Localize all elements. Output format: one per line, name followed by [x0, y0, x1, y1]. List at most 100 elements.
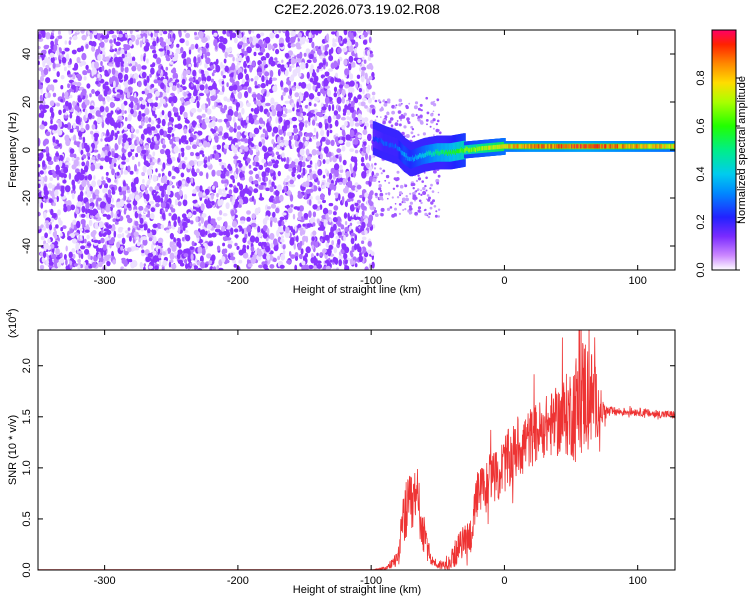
noise-dot	[232, 116, 236, 123]
noise-dot	[142, 238, 148, 246]
noise-dot	[173, 220, 177, 227]
noise-dot	[348, 44, 354, 53]
noise-dot	[198, 142, 203, 147]
noise-dot	[320, 238, 323, 243]
noise-dot	[127, 247, 132, 253]
noise-dot	[262, 87, 265, 94]
noise-dot	[305, 48, 311, 55]
noise-dot	[150, 64, 155, 68]
noise-dot	[55, 185, 61, 190]
noise-dot	[249, 132, 253, 139]
noise-dot	[234, 214, 238, 219]
noise-dot	[109, 101, 115, 109]
noise-dot	[262, 263, 268, 270]
sparse-dot	[379, 108, 383, 112]
noise-dot	[94, 221, 99, 230]
noise-dot	[158, 254, 162, 259]
noise-dot	[49, 177, 53, 181]
noise-dot	[153, 102, 159, 108]
noise-dot	[65, 265, 70, 270]
noise-dot	[344, 200, 348, 208]
noise-dot	[248, 164, 252, 169]
noise-dot	[63, 124, 69, 128]
noise-dot	[199, 49, 203, 57]
noise-dot	[228, 136, 233, 141]
noise-dot	[206, 161, 211, 166]
noise-dot	[223, 132, 229, 139]
noise-dot	[271, 108, 277, 117]
noise-dot	[104, 149, 108, 156]
noise-dot	[231, 220, 238, 228]
noise-dot	[145, 189, 149, 195]
noise-dot	[276, 63, 282, 68]
sparse-dot	[426, 123, 428, 126]
noise-dot	[96, 49, 100, 55]
noise-dot	[49, 52, 55, 58]
noise-dot	[181, 237, 185, 242]
noise-dot	[221, 256, 226, 263]
noise-dot	[45, 259, 50, 266]
noise-dot	[200, 216, 204, 224]
noise-dot	[287, 95, 293, 99]
noise-dot	[350, 232, 356, 237]
sparse-dot	[386, 112, 390, 116]
noise-dot	[253, 188, 259, 194]
sparse-dot	[389, 117, 394, 121]
noise-dot	[133, 78, 136, 84]
noise-dot	[322, 174, 326, 179]
noise-dot	[121, 161, 126, 165]
noise-dot	[85, 186, 89, 192]
noise-dot	[261, 102, 267, 108]
noise-dot	[236, 62, 241, 66]
noise-dot	[269, 56, 274, 63]
noise-dot	[333, 86, 338, 93]
noise-dot	[127, 227, 131, 231]
noise-dot	[218, 91, 224, 95]
noise-dot	[292, 213, 296, 220]
noise-dot	[94, 144, 98, 149]
noise-dot	[253, 180, 259, 185]
noise-dot	[276, 144, 281, 150]
noise-dot	[359, 194, 364, 199]
noise-dot	[323, 230, 326, 238]
noise-dot	[289, 76, 295, 82]
noise-dot	[84, 264, 89, 270]
noise-dot	[71, 49, 77, 55]
noise-dot	[133, 106, 137, 111]
noise-dot	[190, 220, 194, 225]
noise-dot	[276, 104, 282, 109]
noise-dot	[38, 138, 41, 146]
noise-dot	[303, 95, 306, 101]
noise-dot	[271, 77, 278, 81]
noise-dot	[258, 196, 265, 201]
sparse-dot	[410, 125, 414, 129]
noise-dot	[297, 216, 302, 221]
noise-dot	[368, 63, 373, 68]
noise-dot	[242, 36, 247, 40]
sparse-dot	[394, 203, 397, 205]
noise-dot	[251, 30, 255, 34]
noise-dot	[177, 201, 182, 207]
noise-dot	[179, 97, 184, 102]
noise-dot	[145, 256, 151, 263]
noise-dot	[189, 262, 193, 267]
noise-dot	[130, 143, 134, 150]
noise-dot	[171, 175, 176, 180]
noise-dot	[222, 37, 228, 45]
noise-dot	[150, 32, 153, 38]
noise-dot	[335, 235, 340, 240]
noise-dot	[361, 56, 365, 60]
noise-dot	[361, 236, 367, 241]
noise-dot	[372, 95, 375, 101]
noise-dot	[124, 66, 129, 74]
noise-dot	[347, 192, 354, 199]
sparse-dot	[429, 206, 433, 210]
noise-dot	[264, 260, 268, 265]
noise-dot	[210, 256, 214, 262]
noise-dot	[324, 168, 328, 174]
noise-dot	[241, 228, 245, 234]
noise-dot	[124, 230, 130, 234]
noise-dot	[87, 30, 91, 37]
noise-dot	[169, 252, 175, 260]
noise-dot	[80, 218, 86, 225]
